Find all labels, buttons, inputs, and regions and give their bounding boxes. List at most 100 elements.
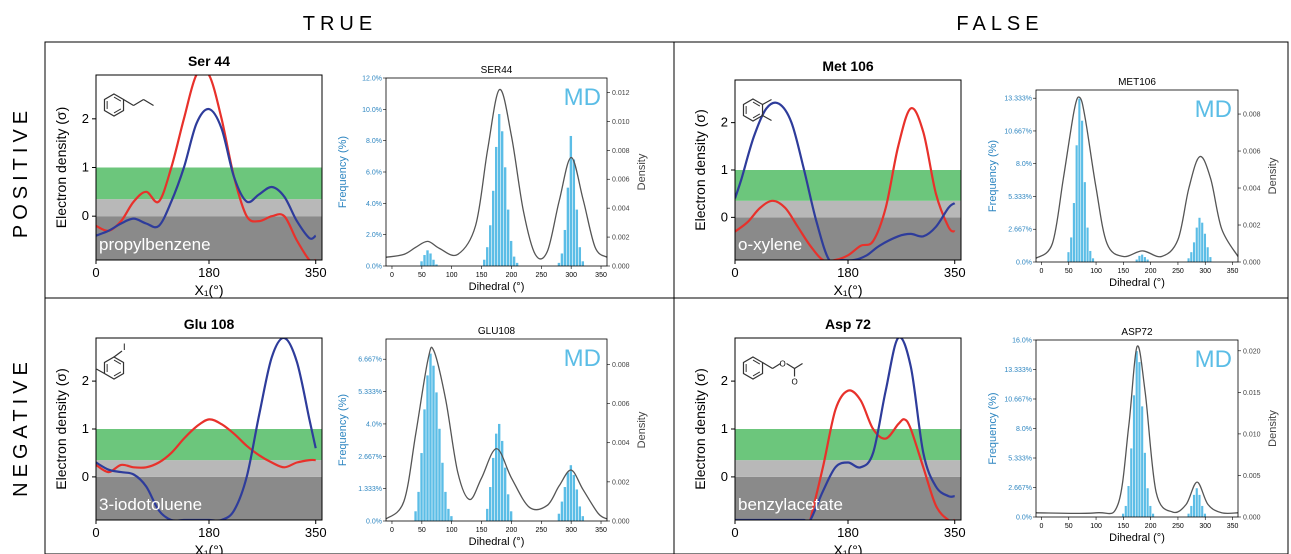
histogram-bar [426,250,429,266]
benzylacetate-structure-icon: OO [742,356,803,387]
histogram-bar [1190,252,1193,262]
histogram-bar [414,511,417,521]
histogram-bar [438,428,441,521]
light-gray-band [96,460,322,477]
histogram-bar [1206,247,1209,262]
double-bond [752,359,761,365]
double-bond [113,371,122,377]
histogram-bar [1067,252,1070,262]
histogram-bar [492,457,495,521]
histogram-bar [1152,513,1155,517]
double-bond [113,96,122,102]
x-tick-label: 350 [1227,268,1239,275]
right-y-tick-label: 0.015 [1243,390,1261,397]
x-tick-label: 300 [1199,268,1211,275]
histogram-bar [423,409,426,521]
histogram-bar [506,209,510,266]
bond [772,362,781,370]
x-tick-label: 50 [1065,268,1073,275]
histogram-bar [420,261,423,266]
histogram-bar [435,392,438,521]
x-tick-label: 0 [1040,523,1044,530]
histogram-bar [483,259,486,266]
histogram-bar [569,465,573,521]
histogram-bar [1141,254,1144,262]
histogram-bar [566,187,570,266]
y-tick-label: 2 [82,373,89,388]
bond [762,361,773,370]
3-iodotoluene-structure-icon: I [95,342,126,380]
right-y-axis-label: Density [636,153,648,190]
histogram-bar [1089,250,1092,262]
histogram-bar [1146,259,1149,262]
x-axis-label: X₁(°) [195,282,224,298]
red-density-line [96,75,316,260]
x-tick-label: 150 [1118,523,1130,530]
right-y-tick-label: 0.012 [612,90,630,97]
x-tick-label: 50 [418,272,426,279]
light-gray-band [735,460,961,477]
right-y-axis-label: Density [636,411,648,448]
x-tick-label: 350 [944,265,966,280]
histogram-bar [509,511,513,521]
right-y-tick-label: 0.000 [612,519,630,526]
y-tick-label: 2 [82,111,89,126]
histogram-bar [569,135,573,266]
right-y-axis-label: Density [1267,157,1279,194]
plot-title: SER44 [481,65,513,76]
oxygen-label: O [780,360,786,369]
histogram-bar [1135,351,1138,517]
x-tick-label: 50 [1065,523,1073,530]
histogram-bar [1203,513,1207,517]
x-tick-label: 300 [565,527,577,534]
left-y-tick-label: 6.667% [358,357,382,364]
plot-title: ASP72 [1121,327,1153,338]
histogram-bar [1130,448,1133,517]
right-y-tick-label: 0.000 [1243,260,1261,267]
left-y-tick-label: 10.0% [362,107,382,114]
left-y-tick-label: 0.0% [1016,260,1032,267]
ligand-name-label: benzylacetate [738,495,843,514]
right-y-tick-label: 0.005 [1243,473,1261,480]
x-tick-label: 350 [595,272,607,279]
right-y-tick-label: 0.004 [612,440,630,447]
right-y-tick-label: 0.000 [612,264,630,271]
ligand-name-label: propylbenzene [99,235,211,254]
histogram-bar [575,209,579,266]
plot-border [385,338,608,522]
histogram-bar [489,225,492,266]
plot-title: Ser 44 [188,53,230,69]
left-y-tick-label: 5.333% [1008,194,1032,201]
column-header-false: FALSE [956,13,1043,35]
histogram-bar [420,453,423,521]
histogram-bar [444,491,447,521]
histogram-bar [1198,494,1201,517]
histogram-bar [432,365,435,521]
double-bond [113,108,122,114]
histogram-bar [495,146,498,266]
histogram-bar [572,474,576,521]
x-tick-label: 350 [1227,523,1239,530]
ligand-name-label: 3-iodotoluene [99,495,202,514]
histogram-bar [1138,362,1141,517]
left-y-tick-label: 4.0% [366,201,382,208]
column-header-true: TRUE [303,13,377,35]
x-axis-label: Dihedral (°) [1109,532,1165,544]
histogram-bar [1187,258,1190,262]
green-band [735,429,961,461]
propylbenzene-structure-icon [103,93,154,117]
left-y-axis-label: Frequency (%) [337,394,349,466]
double-bond [752,113,761,119]
x-axis-label: Dihedral (°) [1109,277,1165,289]
left-y-tick-label: 8.0% [1016,161,1032,168]
green-band [96,429,322,461]
x-tick-label: 50 [418,527,426,534]
x-tick-label: 200 [506,272,518,279]
x-tick-label: 0 [1040,268,1044,275]
bond [786,362,795,370]
bond [794,362,803,370]
x-tick-label: 180 [198,525,220,540]
histogram-bar [429,353,432,521]
y-axis-label: Electron density (σ) [53,107,69,228]
histogram-bar [1070,237,1073,262]
